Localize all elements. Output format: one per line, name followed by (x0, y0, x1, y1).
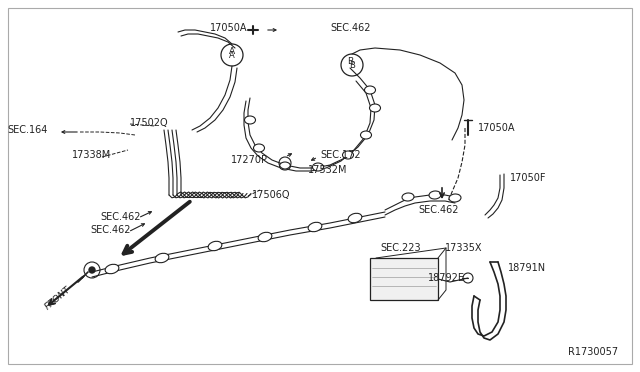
Ellipse shape (208, 241, 222, 251)
Text: 17506Q: 17506Q (252, 190, 291, 200)
Text: SEC.462: SEC.462 (418, 205, 458, 215)
Ellipse shape (342, 151, 353, 159)
Text: 17050A: 17050A (478, 123, 515, 133)
Ellipse shape (308, 222, 322, 232)
Ellipse shape (360, 131, 371, 139)
Text: SEC.462: SEC.462 (90, 225, 131, 235)
Text: 18791N: 18791N (508, 263, 546, 273)
Ellipse shape (348, 213, 362, 223)
Text: R1730057: R1730057 (568, 347, 618, 357)
Text: 17532M: 17532M (308, 165, 348, 175)
Ellipse shape (258, 232, 272, 242)
Text: A: A (229, 51, 235, 60)
Text: A: A (229, 48, 235, 57)
Text: 17050A: 17050A (209, 23, 247, 33)
Ellipse shape (155, 253, 169, 263)
Ellipse shape (402, 193, 414, 201)
Text: 18792E: 18792E (428, 273, 465, 283)
Text: 17050F: 17050F (510, 173, 547, 183)
Text: 17335X: 17335X (445, 243, 483, 253)
Text: 17338M: 17338M (72, 150, 111, 160)
FancyBboxPatch shape (370, 258, 438, 300)
Ellipse shape (429, 191, 441, 199)
Ellipse shape (369, 104, 381, 112)
Text: 17270P: 17270P (231, 155, 268, 165)
Ellipse shape (280, 162, 291, 170)
Ellipse shape (244, 116, 255, 124)
Text: B: B (347, 58, 353, 67)
Ellipse shape (312, 163, 323, 171)
Text: SEC.462: SEC.462 (100, 212, 141, 222)
Ellipse shape (105, 264, 119, 274)
Ellipse shape (365, 86, 376, 94)
Text: SEC.172: SEC.172 (320, 150, 360, 160)
Text: B: B (349, 61, 355, 70)
Text: SEC.462: SEC.462 (330, 23, 371, 33)
Text: FRONT: FRONT (44, 285, 73, 311)
Text: SEC.164: SEC.164 (8, 125, 48, 135)
Text: 17502Q: 17502Q (130, 118, 168, 128)
Circle shape (89, 267, 95, 273)
Ellipse shape (449, 194, 461, 202)
Ellipse shape (253, 144, 264, 152)
Text: SEC.223: SEC.223 (380, 243, 420, 253)
